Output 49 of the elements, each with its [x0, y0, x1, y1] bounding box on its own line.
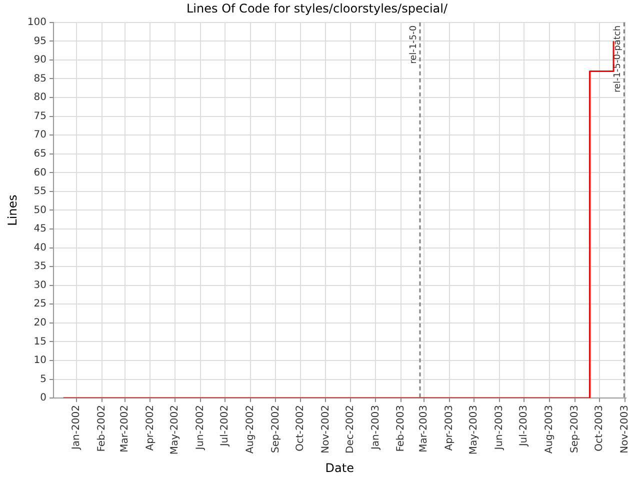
x-tick-label: Aug-2003 — [544, 405, 556, 454]
y-tick-label: 75 — [34, 110, 46, 122]
y-tick-label: 60 — [34, 167, 46, 178]
x-tick-label: Jun-2002 — [194, 405, 206, 451]
y-tick-label: 100 — [27, 16, 46, 28]
y-tick-label: 50 — [34, 204, 46, 216]
y-tick-label: 35 — [34, 261, 46, 272]
x-tick-label: Dec-2002 — [344, 405, 356, 454]
chart-title: Lines Of Code for styles/cloorstyles/special/ — [186, 1, 448, 16]
y-tick-label: 80 — [34, 92, 46, 104]
y-tick-label: 10 — [34, 355, 46, 366]
y-tick-label: 85 — [34, 73, 46, 84]
x-tick-label: Apr-2003 — [444, 405, 456, 451]
y-tick-label: 15 — [34, 336, 46, 348]
x-tick-label: Jul-2003 — [518, 405, 530, 448]
y-tick-label: 0 — [40, 392, 46, 404]
x-tick-label: Nov-2002 — [320, 405, 332, 454]
x-tick-label: Jul-2002 — [219, 405, 230, 448]
y-tick-label: 45 — [34, 224, 46, 235]
y-tick-label: 90 — [34, 54, 46, 66]
x-tick-label: Oct-2002 — [294, 405, 306, 452]
y-tick-label: 95 — [34, 36, 46, 47]
ref-line-label: rel-1-5-0 — [408, 25, 419, 64]
x-tick-label: Mar-2003 — [418, 405, 430, 452]
x-tick-label: Jun-2003 — [494, 405, 506, 451]
x-tick-label: Jan-2003 — [370, 405, 382, 451]
x-tick-label: May-2002 — [169, 405, 180, 455]
y-tick-label: 30 — [34, 280, 46, 291]
y-tick-label: 25 — [34, 298, 46, 310]
x-tick-label: Sep-2002 — [270, 405, 282, 453]
x-tick-label: Jan-2002 — [71, 405, 82, 451]
y-tick-label: 65 — [34, 148, 46, 160]
y-tick-label: 40 — [34, 242, 46, 254]
x-tick-label: Oct-2003 — [594, 405, 606, 452]
y-tick-label: 70 — [34, 130, 46, 141]
x-tick-label: Aug-2002 — [244, 405, 256, 454]
x-tick-label: Feb-2003 — [396, 405, 407, 452]
x-tick-label: Apr-2002 — [144, 405, 156, 451]
x-tick-label: Nov-2003 — [620, 405, 631, 454]
ref-line-label: rel-1-5-0-patch — [613, 25, 624, 93]
x-tick-label: Mar-2002 — [119, 405, 130, 452]
x-tick-label: Sep-2003 — [570, 405, 581, 453]
x-axis-title: Date — [325, 460, 354, 475]
x-tick-label: May-2003 — [468, 405, 480, 455]
y-tick-label: 20 — [34, 318, 46, 329]
y-tick-label: 5 — [40, 374, 46, 385]
y-axis-title: Lines — [5, 194, 20, 226]
y-tick-label: 55 — [34, 186, 46, 198]
x-tick-label: Feb-2002 — [96, 405, 108, 452]
